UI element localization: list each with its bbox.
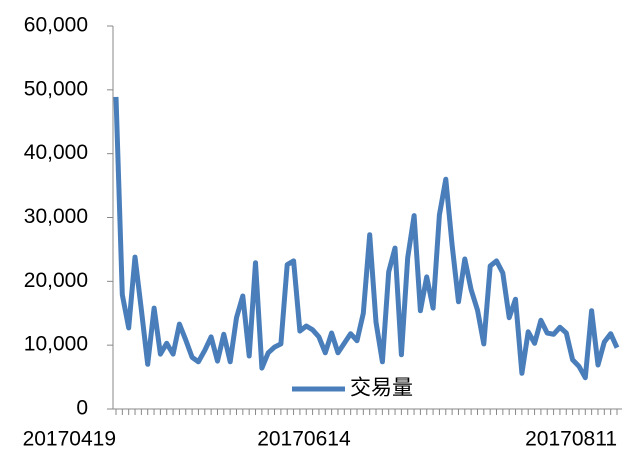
y-tick-label: 20,000 [24,269,88,292]
y-tick-label: 60,000 [24,14,88,37]
data-line [113,96,620,381]
y-tick-label: 10,000 [24,333,88,356]
legend-label: 交易量 [350,377,413,400]
y-tick-label: 50,000 [24,77,88,100]
y-tick-label: 40,000 [24,141,88,164]
x-tick-label: 20170419 [23,428,116,451]
x-tick-label: 20170811 [525,428,617,451]
y-tick-label: 30,000 [24,205,88,228]
y-tick-label: 0 [76,397,88,420]
x-tick-label: 20170614 [257,428,351,451]
